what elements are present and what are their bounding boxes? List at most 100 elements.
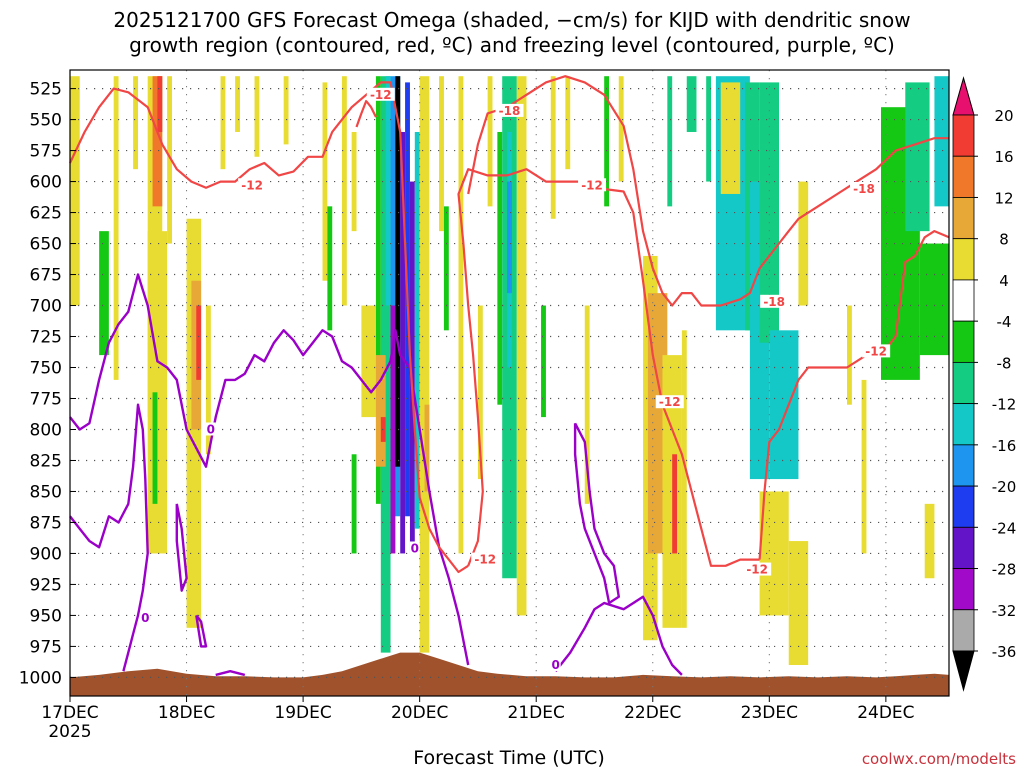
x-tick-19DEC: 19DEC [274,703,331,723]
y-tick-875: 875 [30,513,62,533]
colorbar-bin [952,485,975,528]
y-tick-600: 600 [30,173,62,193]
colorbar-tick-label: -8 [997,354,1012,372]
colorbar-bottom-arrow [952,650,975,692]
omega-cell [414,131,420,529]
omega-cell [133,76,138,170]
omega-cell [385,76,391,306]
dgz-label: -12 [474,553,496,567]
y-tick-900: 900 [30,544,62,564]
x-axis-label: Forecast Time (UTC) [413,747,604,768]
freezing-contour-1 [69,403,149,672]
dgz-label: -12 [581,178,603,192]
omega-cell [769,330,799,480]
dgz-label-bg [578,178,607,192]
omega-cell [759,82,780,343]
omega-cell [361,305,376,418]
omega-cell [152,76,163,207]
colorbar-tick-label: -32 [992,602,1017,620]
omega-cell [375,355,386,467]
y-tick-575: 575 [30,142,62,162]
dgz-label-bg [655,395,684,409]
dgz-label-bg [760,294,789,308]
plot-frame [69,69,950,697]
freezing-contour-3 [195,614,208,648]
y-tick-800: 800 [30,420,62,440]
omega-cell [497,131,503,405]
y-tick-850: 850 [30,482,62,502]
omega-cell [395,76,401,467]
freezing-contour-0 [69,273,470,666]
x-tick-18DEC: 18DEC [158,703,215,723]
colorbar-bin [952,238,975,281]
omega-cell [541,305,546,418]
dgz-label-bg [743,562,772,576]
freezing-contour-2 [175,503,188,592]
omega-cell [720,82,741,194]
dgz-label: -18 [499,104,521,118]
y-tick-1000: 1000 [19,668,62,688]
colorbar-tick-label: 12 [994,189,1013,207]
omega-cell [584,305,590,504]
freezing-label: 0 [411,541,419,555]
freezing-contour-6 [554,595,683,676]
colorbar: 20 16 12 8 4 -4 -8 -12 -16 -20 -24 -28 -32 -36 [952,76,1017,692]
dgz-label: -12 [659,395,681,409]
freezing-label: 0 [207,422,215,436]
colorbar-bin [952,114,975,157]
colorbar-tick-label: -12 [992,396,1017,414]
omega-shading [70,76,949,666]
y-tick-700: 700 [30,297,62,317]
dgz-label: -12 [746,563,768,577]
dgz-label-bg [495,103,524,117]
omega-cell [798,181,809,306]
omega-cell [847,305,852,405]
omega-cell [477,305,483,480]
dgz-contour-3--18 [355,99,377,128]
x-tick-year: 2025 [48,722,91,742]
freezing-label-bg [205,422,216,436]
freezing-level-contours [69,273,683,677]
dgz-contour-0--12 [69,81,469,574]
x-tick-22DEC: 22DEC [624,703,681,723]
colorbar-tick-label: 8 [999,231,1009,249]
dgz-label-bg [238,178,267,192]
terrain-fill [70,652,949,696]
y-tick-650: 650 [30,235,62,255]
omega-cell [196,305,202,380]
omega-cell [327,206,333,331]
omega-cell [604,76,610,207]
omega-cell [861,379,867,554]
omega-cell [905,82,930,232]
y-tick-950: 950 [30,606,62,626]
colorbar-tick-label: -20 [992,478,1017,496]
omega-cell [419,76,430,653]
colorbar-bin [952,361,975,405]
dgz-contour-4--18 [467,75,949,307]
omega-cell [550,76,556,219]
omega-cell [152,392,158,504]
dgz-label: -12 [241,178,263,192]
omega-cell [788,541,809,666]
dgz-label-bg [471,552,500,566]
colorbar-tick-label: -16 [992,437,1017,455]
colorbar-tick-label: 20 [994,107,1013,125]
freezing-contour-5 [573,422,620,605]
freezing-label-bg [550,658,561,672]
omega-cell [380,417,386,442]
colorbar-tick-label: -28 [992,561,1017,579]
omega-cell [99,231,109,356]
colorbar-tick-label: -36 [992,643,1017,661]
omega-cell [618,76,624,182]
colorbar-bin [952,568,975,611]
omega-cell [70,76,80,306]
omega-cell [681,330,687,628]
contour-labels: -12 -12 -18 -12 -12 -12 -18 -12 -18 -12 0 0 0 0 [140,87,891,672]
omega-cell [424,404,430,492]
colorbar-bin [952,444,975,487]
omega-cell [375,76,381,504]
colorbar-bin [952,526,975,569]
y-tick-675: 675 [30,266,62,286]
omega-cell [283,76,289,145]
